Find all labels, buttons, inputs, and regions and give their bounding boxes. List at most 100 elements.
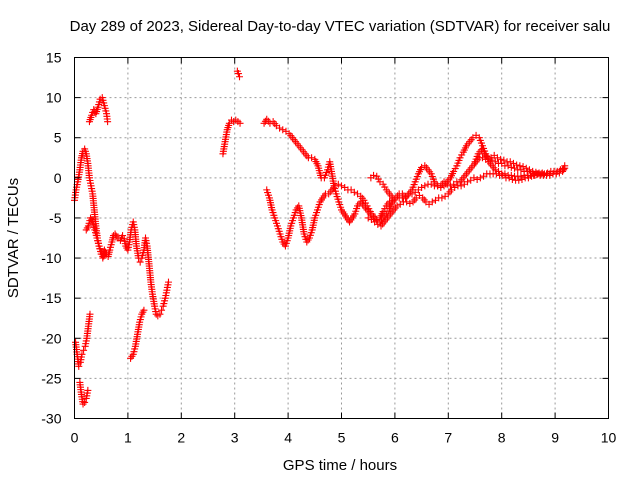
x-tick-label: 8 — [498, 430, 506, 446]
data-point — [473, 175, 481, 183]
data-point — [561, 162, 569, 170]
data-point — [508, 175, 516, 183]
x-tick-label: 0 — [71, 430, 79, 446]
data-point — [515, 176, 523, 184]
x-tick-label: 5 — [338, 430, 346, 446]
data-point — [493, 154, 501, 162]
data-point — [507, 163, 515, 171]
x-axis-title: GPS time / hours — [283, 457, 397, 474]
x-tick-label: 7 — [444, 430, 452, 446]
data-point — [84, 386, 92, 394]
data-point — [504, 162, 512, 170]
x-tick-label: 2 — [177, 430, 185, 446]
data-point — [491, 166, 499, 174]
y-tick-label: -30 — [41, 411, 61, 427]
data-point — [538, 169, 546, 177]
data-point — [158, 306, 166, 314]
data-point — [393, 202, 401, 210]
data-point — [308, 154, 316, 162]
data-point — [334, 180, 342, 188]
x-tick-label: 4 — [284, 430, 292, 446]
y-tick-label: 15 — [46, 50, 62, 66]
data-point — [476, 174, 484, 182]
grid — [74, 57, 609, 419]
data-point — [164, 278, 172, 286]
data-point — [75, 362, 83, 370]
data-point — [509, 159, 517, 167]
data-point — [505, 174, 513, 182]
data-point — [386, 198, 394, 206]
data-point — [403, 198, 411, 206]
x-tick-label: 1 — [124, 430, 132, 446]
data-point — [518, 175, 526, 183]
data-point — [506, 158, 514, 166]
data-point — [398, 194, 406, 202]
data-point — [136, 258, 144, 266]
data-point — [80, 346, 88, 354]
data-point — [86, 310, 94, 318]
data-point — [234, 70, 242, 78]
data-point — [104, 118, 112, 126]
data-point — [101, 250, 109, 258]
data-point — [470, 174, 478, 182]
data-point — [279, 126, 287, 134]
data-point — [119, 232, 127, 240]
data-point — [406, 200, 414, 208]
x-axis: 0 1 2 3 4 5 6 7 8 9 10 — [71, 57, 617, 446]
data-point — [446, 182, 454, 190]
data-point — [524, 174, 532, 182]
y-tick-label: -10 — [41, 250, 61, 266]
x-tick-label: 3 — [231, 430, 239, 446]
data-point — [236, 73, 244, 81]
y-tick-label: 10 — [46, 90, 62, 106]
x-tick-label: 10 — [601, 430, 617, 446]
data-point — [428, 198, 436, 206]
y-axis-title: SDTVAR / TECUs — [5, 178, 22, 298]
data-point — [338, 182, 345, 190]
x-tick-label: 9 — [551, 430, 559, 446]
data-point — [331, 182, 339, 190]
data-point — [497, 155, 505, 163]
data-point — [517, 172, 525, 180]
data-point — [236, 119, 244, 127]
data-point — [522, 164, 530, 172]
data-point — [464, 178, 472, 186]
data-point — [519, 163, 527, 171]
data-point — [350, 188, 358, 196]
data-point — [532, 168, 540, 176]
data-point — [531, 171, 539, 179]
data-point — [418, 183, 426, 191]
data-point — [79, 400, 87, 408]
x-tick-label: 6 — [391, 430, 399, 446]
y-tick-label: 5 — [54, 130, 62, 146]
data-point — [528, 172, 536, 180]
data-point — [421, 182, 429, 190]
data-point — [529, 167, 537, 175]
data-point — [500, 156, 508, 164]
data-point — [553, 167, 561, 175]
data-point — [513, 161, 521, 169]
data-point — [560, 166, 568, 174]
data-point — [437, 183, 445, 191]
y-tick-label: -15 — [41, 290, 61, 306]
data-marks — [71, 67, 569, 408]
y-tick-label: -20 — [41, 330, 61, 346]
data-point — [525, 166, 533, 174]
data-point — [140, 306, 148, 314]
data-point — [457, 182, 465, 190]
data-point — [276, 124, 284, 132]
y-axis: -30 -25 -20 -15 -10 -5 0 5 10 15 — [41, 50, 609, 427]
data-point — [78, 350, 86, 358]
data-point — [451, 183, 459, 191]
data-point — [434, 182, 442, 190]
data-point — [516, 162, 524, 170]
data-point — [491, 158, 499, 166]
data-point — [156, 310, 164, 318]
data-point — [408, 190, 416, 198]
data-point — [427, 180, 435, 188]
data-point — [370, 171, 378, 179]
data-point — [492, 170, 500, 178]
y-tick-label: 0 — [54, 170, 62, 186]
data-point — [389, 194, 397, 202]
